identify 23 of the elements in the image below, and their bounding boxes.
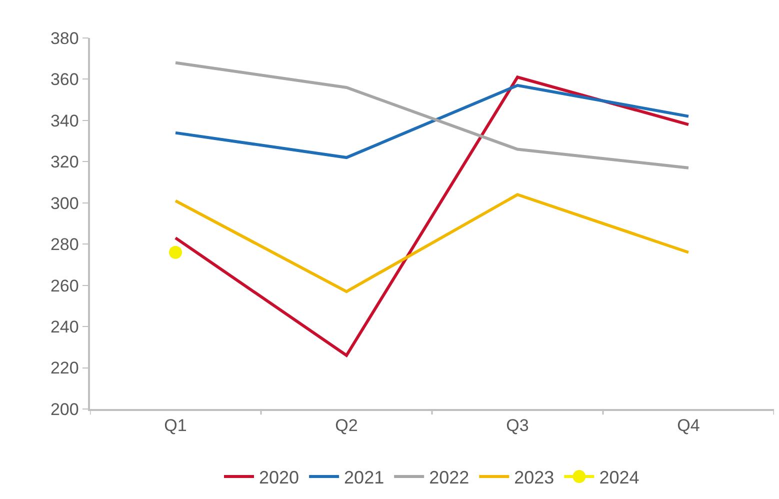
- y-tick-label: 220: [50, 358, 79, 378]
- legend-label: 2020: [259, 468, 300, 488]
- y-tick-label: 380: [50, 28, 79, 48]
- legend-label: 2021: [344, 468, 384, 488]
- x-tick-label: Q4: [677, 416, 700, 436]
- y-tick-label: 200: [50, 400, 79, 419]
- legend-label: 2022: [429, 468, 470, 488]
- line-series: [174, 76, 690, 357]
- x-tick-label: Q1: [164, 416, 187, 436]
- y-tick-label: 300: [50, 194, 79, 213]
- legend-label: 2024: [599, 468, 640, 488]
- y-tick-label: 320: [50, 152, 79, 172]
- y-tick-label: 240: [50, 318, 79, 337]
- y-tick-label: 260: [50, 276, 79, 296]
- legend-label: 2023: [514, 468, 554, 488]
- line-series: [174, 193, 690, 294]
- line-series: [174, 84, 690, 160]
- x-tick-label: Q3: [506, 416, 529, 436]
- y-tick-label: 280: [50, 235, 79, 254]
- y-tick-label: 340: [50, 111, 79, 130]
- x-tick-label: Q2: [335, 416, 358, 436]
- line-series: [174, 61, 690, 170]
- y-tick-label: 360: [50, 70, 79, 90]
